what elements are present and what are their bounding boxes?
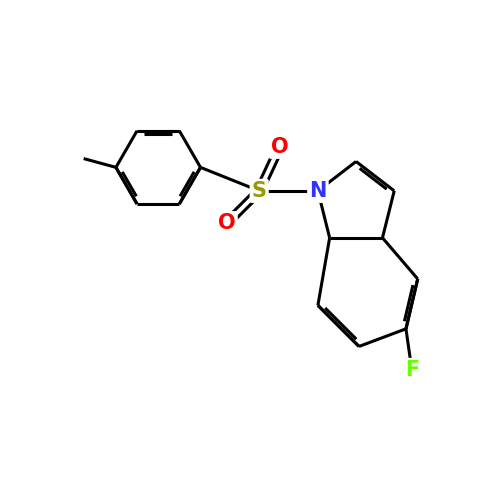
Text: S: S: [252, 181, 266, 201]
Text: F: F: [404, 360, 419, 380]
Text: N: N: [309, 181, 326, 201]
Text: O: O: [218, 213, 236, 233]
Text: O: O: [271, 137, 288, 157]
